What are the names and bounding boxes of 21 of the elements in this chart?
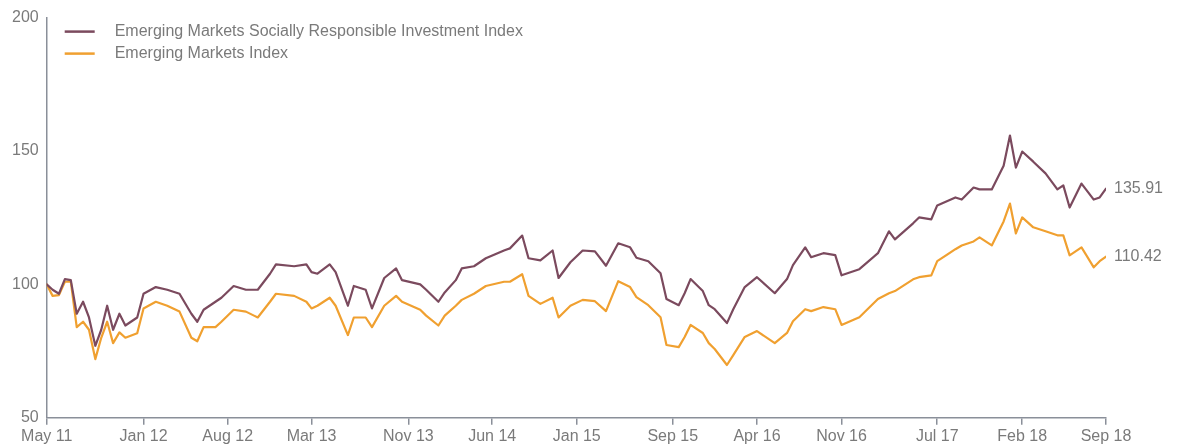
x-tick-label: May 11 (21, 426, 73, 444)
legend-label: Emerging Markets Socially Responsible Investment Index (114, 22, 523, 40)
x-tick-label: Sep 18 (1080, 426, 1132, 444)
data-label: 110.42 (1114, 247, 1162, 265)
y-tick-label: 50 (20, 408, 39, 426)
x-tick-label: Apr 16 (733, 426, 781, 444)
y-tick-label: 200 (11, 8, 39, 26)
x-tick-label: Sep 15 (647, 426, 699, 444)
legend-label: Emerging Markets Index (114, 44, 289, 62)
y-tick-label: 100 (11, 274, 39, 292)
x-tick-label: Nov 16 (816, 426, 868, 444)
x-tick-label: Jan 15 (552, 426, 601, 444)
x-tick-label: Mar 13 (286, 426, 337, 444)
x-tick-label: Aug 12 (202, 426, 254, 444)
x-tick-label: Feb 18 (997, 426, 1048, 444)
x-tick-label: Nov 13 (383, 426, 434, 444)
x-tick-label: Jan 12 (119, 426, 168, 444)
x-tick-label: Jun 14 (468, 426, 517, 444)
data-label: 135.91 (1114, 179, 1164, 196)
y-tick-label: 150 (11, 141, 39, 159)
x-tick-label: Jul 17 (915, 426, 959, 444)
